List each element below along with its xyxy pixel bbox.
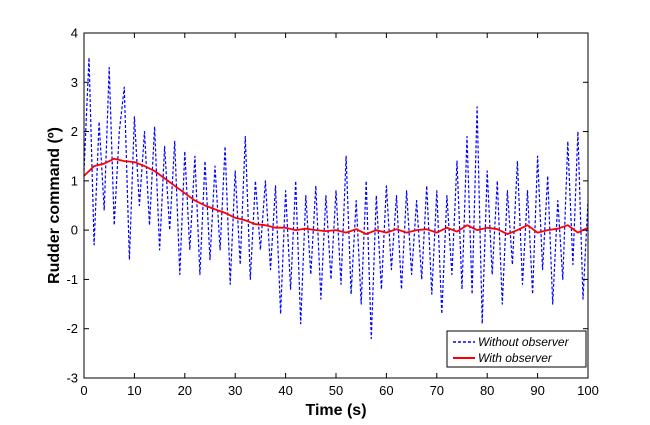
series-line-with-observer xyxy=(83,157,589,236)
ticks-layer xyxy=(83,32,589,379)
x-tick-label: 80 xyxy=(480,383,494,398)
x-tick-label: 20 xyxy=(178,383,192,398)
x-tick-label: 90 xyxy=(530,383,544,398)
x-tick-label: 40 xyxy=(278,383,292,398)
x-tick-label: 30 xyxy=(228,383,242,398)
x-tick-label: 60 xyxy=(379,383,393,398)
y-tick-label: 4 xyxy=(71,26,78,41)
legend: Without observer With observer xyxy=(446,330,587,368)
y-tick-label: -3 xyxy=(66,371,78,386)
y-tick-label: 1 xyxy=(71,173,78,188)
x-tick-label: 100 xyxy=(577,383,599,398)
legend-label-without-observer: Without observer xyxy=(478,335,570,349)
series-line-without-observer xyxy=(83,56,589,340)
y-tick-label: 3 xyxy=(71,75,78,90)
plot-background xyxy=(84,33,588,378)
y-tick-label: 2 xyxy=(71,124,78,139)
legend-label-with-observer: With observer xyxy=(478,351,553,365)
x-tick-label: 50 xyxy=(329,383,343,398)
x-tick-label: 70 xyxy=(430,383,444,398)
x-tick-label: 0 xyxy=(80,383,87,398)
x-tick-label: 10 xyxy=(127,383,141,398)
y-tick-label: 0 xyxy=(71,223,78,238)
series-layer xyxy=(83,56,589,340)
y-axis-title: Rudder command (º) xyxy=(46,127,63,284)
y-tick-label: -1 xyxy=(66,272,78,287)
x-axis-title: Time (s) xyxy=(305,402,366,419)
legend-box xyxy=(446,330,587,368)
y-tick-label: -2 xyxy=(66,321,78,336)
